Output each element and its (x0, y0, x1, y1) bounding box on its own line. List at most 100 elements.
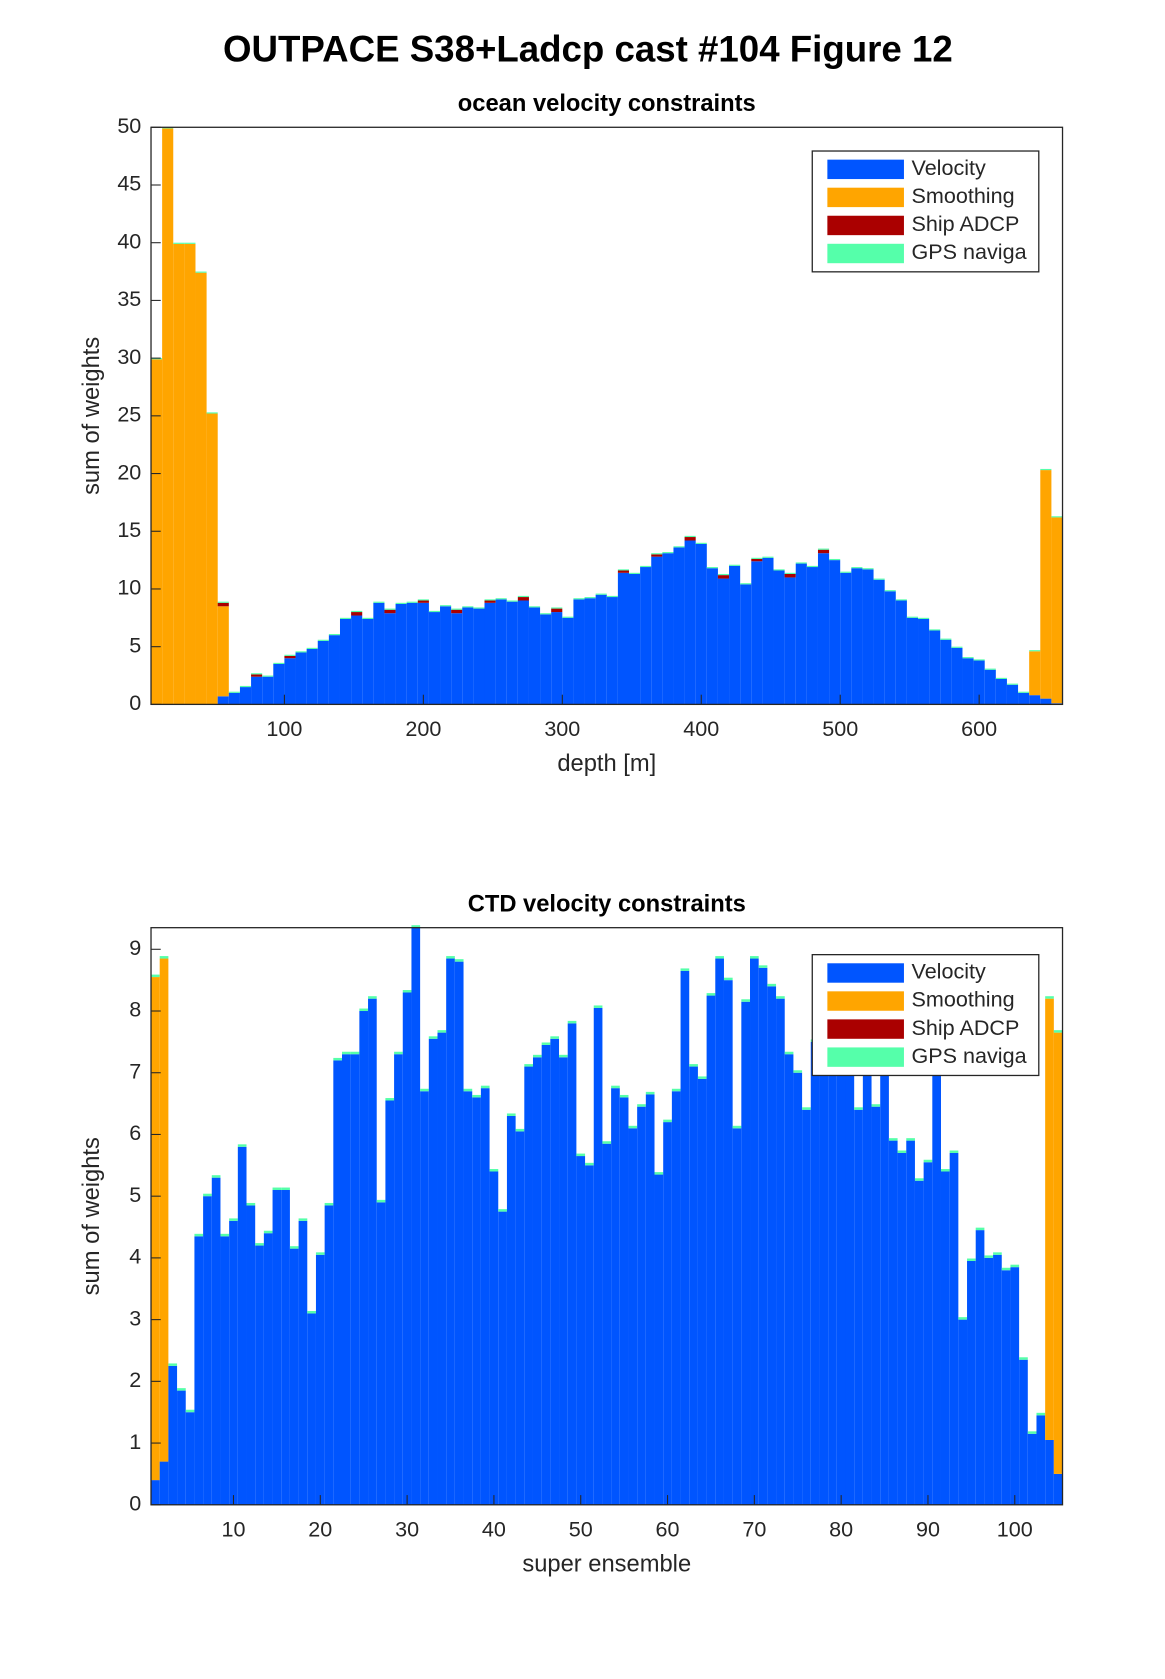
bar-segment (307, 1310, 316, 1314)
bar-segment (940, 1171, 950, 1505)
bar-segment (1029, 695, 1041, 705)
bar-segment (428, 612, 441, 705)
bar-segment (339, 617, 352, 619)
bar-segment (567, 1023, 577, 1505)
bar-segment (776, 998, 785, 1505)
bar-segment (585, 1162, 594, 1166)
bar-segment (1001, 1270, 1011, 1505)
bar-segment (740, 583, 752, 585)
bar-segment (1040, 470, 1052, 699)
bar-segment (829, 560, 841, 705)
bar-segment (437, 1030, 447, 1033)
bar-segment (680, 968, 690, 971)
bar-segment (373, 602, 385, 705)
bar-segment (1045, 996, 1054, 999)
y-tick-label: 30 (117, 344, 141, 369)
bar-segment (228, 691, 240, 693)
bar-segment (840, 572, 852, 705)
x-tick-label: 70 (742, 1516, 766, 1541)
bar-segment (333, 1057, 343, 1061)
bar-segment (706, 995, 716, 1505)
bar-segment (888, 1140, 898, 1505)
legend-label: GPS naviga (912, 239, 1027, 264)
bar-segment (923, 1162, 933, 1505)
bar-segment (793, 1072, 803, 1505)
bar-segment (684, 537, 696, 541)
bar-segment (729, 565, 741, 705)
bar-segment (541, 1044, 551, 1505)
legend-swatch (827, 1047, 904, 1067)
bar-segment (368, 996, 377, 999)
bar-segment (585, 1165, 594, 1505)
bar-segment (540, 613, 552, 615)
bar-segment (762, 557, 774, 705)
bar-segment (949, 1150, 959, 1153)
bar-segment (802, 1109, 811, 1505)
y-tick-label: 5 (129, 632, 141, 657)
bar-segment (602, 1143, 612, 1505)
legend-swatch (827, 991, 904, 1011)
bar-segment (284, 658, 296, 705)
bar-segment (395, 602, 407, 604)
y-tick-label: 6 (129, 1120, 141, 1145)
bar-segment (251, 673, 263, 675)
y-tick-label: 3 (129, 1305, 141, 1330)
bar-segment (929, 630, 941, 705)
bar-segment (662, 552, 674, 554)
legend-swatch (827, 159, 904, 180)
legend-label: Smoothing (912, 183, 1015, 208)
bar-segment (463, 1088, 473, 1092)
y-tick-label: 45 (117, 171, 141, 196)
bar-segment (967, 1258, 976, 1261)
bar-segment (484, 600, 496, 603)
x-tick-label: 300 (544, 716, 580, 741)
bar-segment (717, 575, 730, 579)
bar-segment (1053, 1032, 1063, 1474)
bar-segment (362, 617, 374, 619)
bar-segment (949, 1152, 959, 1505)
bar-segment (995, 678, 1007, 705)
bar-segment (784, 1051, 794, 1055)
bar-segment (1053, 1473, 1063, 1505)
bar-segment (472, 1094, 481, 1098)
bar-segment (645, 1094, 655, 1505)
bar-segment (306, 648, 318, 705)
bar-segment (663, 1119, 672, 1123)
bar-segment (767, 983, 777, 987)
bar-segment (750, 956, 759, 959)
bar-segment (484, 599, 496, 601)
bar-segment (784, 572, 796, 574)
bar-segment (684, 540, 696, 705)
bar-segment (862, 569, 874, 705)
bar-segment (551, 608, 563, 613)
bar-segment (884, 591, 896, 705)
bar-segment (489, 1171, 499, 1505)
bar-segment (723, 977, 733, 981)
bar-segment (463, 1091, 473, 1505)
bar-segment (217, 601, 229, 603)
bar-segment (573, 599, 585, 705)
bar-segment (495, 598, 507, 600)
bar-segment (246, 1202, 256, 1206)
bar-segment (177, 1390, 186, 1505)
bar-segment (151, 974, 160, 978)
bar-segment (602, 1141, 612, 1144)
bar-segment (229, 1218, 238, 1221)
bar-segment (1019, 1357, 1028, 1360)
bar-segment (897, 1152, 907, 1505)
bar-segment (295, 651, 307, 653)
bar-segment (695, 543, 707, 705)
bar-segment (289, 1248, 299, 1505)
x-tick-label: 50 (569, 1516, 593, 1541)
bar-segment (751, 557, 763, 559)
bar-segment (255, 1245, 264, 1505)
bar-segment (498, 1209, 507, 1212)
bar-segment (715, 956, 724, 959)
bar-segment (958, 1317, 968, 1320)
bar-segment (324, 1202, 334, 1206)
bar-segment (551, 612, 563, 705)
bar-segment (741, 1001, 751, 1505)
bar-segment (350, 1054, 360, 1505)
bar-segment (517, 597, 529, 601)
